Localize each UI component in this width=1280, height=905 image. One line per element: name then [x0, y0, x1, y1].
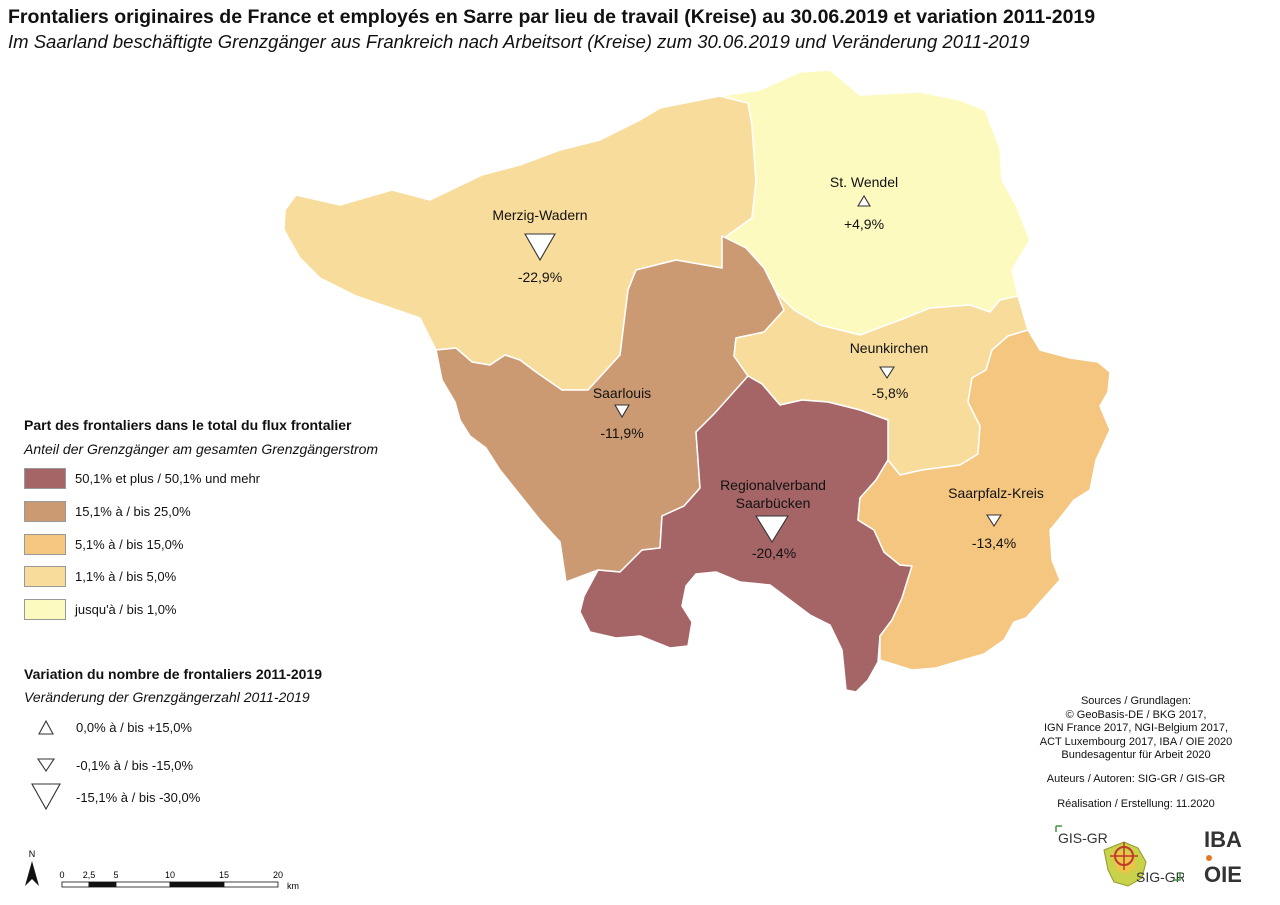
label-saarpfalz-kreis: Saarpfalz-Kreis [948, 485, 1044, 501]
legend-class-4: 1,1% à / bis 5,0% [24, 564, 176, 588]
change-saarbruecken: -20,4% [752, 545, 796, 561]
change-symbol-saarpfalz-kreis [985, 514, 1003, 528]
iba-text: IBA [1204, 827, 1242, 852]
legend-share-subheading: Anteil der Grenzgänger am gesamten Grenz… [24, 441, 379, 457]
map-subtitle: Im Saarland beschäftigte Grenzgänger aus… [8, 31, 1030, 52]
scale-unit: km [287, 881, 299, 891]
legend-swatch [24, 533, 66, 555]
legend-variation-up: 0,0% à / bis +15,0% [26, 718, 192, 738]
label-saarlouis: Saarlouis [593, 385, 651, 401]
legend-class-label: 5,1% à / bis 15,0% [75, 536, 184, 552]
scale-tick: 20 [273, 870, 283, 880]
legend-class-label: 50,1% et plus / 50,1% und mehr [75, 470, 261, 486]
map-title: Frontaliers originaires de France et emp… [8, 6, 1096, 28]
gis-gr-logo: GIS-GR SIG-GR [1055, 825, 1184, 887]
legend-variation-label: -0,1% à / bis -15,0% [76, 758, 194, 773]
scale-bar: N 0 2,5 5 10 15 20 km [25, 849, 299, 891]
logo-dot-icon [1206, 855, 1212, 861]
sig-gr-text: SIG-GR [1136, 869, 1184, 885]
legend-class-1: 50,1% et plus / 50,1% und mehr [24, 466, 260, 490]
legend-class-label: 1,1% à / bis 5,0% [75, 568, 177, 584]
legend-variation-large-down: -15,1% à / bis -30,0% [26, 782, 200, 812]
change-symbol-neunkirchen [878, 366, 896, 380]
legend-class-label: jusqu'à / bis 1,0% [75, 601, 177, 617]
sources-line: ACT Luxembourg 2017, IBA / OIE 2020 [1039, 735, 1233, 748]
change-symbol-st-wendel [857, 194, 871, 207]
label-st-wendel: St. Wendel [830, 174, 898, 190]
authors: Auteurs / Autoren: SIG-GR / GIS-GR [1046, 772, 1226, 785]
oie-text: OIE [1204, 862, 1242, 887]
change-st-wendel: +4,9% [844, 216, 884, 232]
triangle-down-small-icon [36, 758, 56, 772]
change-saarpfalz-kreis: -13,4% [972, 535, 1016, 551]
legend-class-3: 5,1% à / bis 15,0% [24, 532, 183, 556]
north-arrow-icon [25, 861, 39, 886]
legend-variation-label: -15,1% à / bis -30,0% [76, 790, 201, 805]
scale-tick: 10 [165, 870, 175, 880]
change-symbol-saarbruecken [755, 515, 789, 544]
legend-swatch [24, 565, 66, 587]
change-symbol-merzig-wadern [524, 233, 556, 262]
label-neunkirchen: Neunkirchen [850, 340, 929, 356]
north-label: N [29, 849, 36, 859]
change-symbol-saarlouis [614, 404, 630, 419]
realisation: Réalisation / Erstellung: 11.2020 [1057, 798, 1215, 810]
sources-line: © GeoBasis-DE / BKG 2017, [1065, 708, 1207, 721]
label-regionalverband: Regionalverband [720, 477, 826, 493]
region-saarpfalz-kreis[interactable] [857, 329, 1111, 671]
legend-swatch [24, 598, 66, 620]
change-merzig-wadern: -22,9% [518, 269, 562, 285]
legend-variation-subheading: Veränderung der Grenzgängerzahl 2011-201… [24, 689, 310, 705]
label-saarbuecken: Saarbücken [736, 495, 811, 511]
legend-swatch [24, 500, 66, 522]
label-merzig-wadern: Merzig-Wadern [492, 207, 587, 223]
legend-variation-label: 0,0% à / bis +15,0% [76, 720, 192, 735]
change-saarlouis: -11,9% [600, 425, 643, 441]
change-neunkirchen: -5,8% [872, 385, 909, 401]
triangle-up-icon [38, 719, 54, 735]
legend-class-2: 15,1% à / bis 25,0% [24, 499, 191, 523]
scale-tick: 5 [113, 870, 118, 880]
scale-tick: 15 [219, 870, 229, 880]
legend-swatch [24, 467, 66, 489]
gis-gr-text: GIS-GR [1058, 830, 1108, 846]
legend-class-5: jusqu'à / bis 1,0% [24, 597, 177, 621]
legend-variation-heading: Variation du nombre de frontaliers 2011-… [24, 666, 322, 682]
legend-share-heading: Part des frontaliers dans le total du fl… [24, 417, 352, 433]
triangle-down-large-icon [31, 783, 61, 811]
scale-tick: 0 [59, 870, 64, 880]
scale-tick: 2,5 [83, 870, 96, 880]
iba-oie-logo: IBA OIE [1204, 826, 1242, 889]
sources-line: IGN France 2017, NGI-Belgium 2017, [1043, 722, 1229, 734]
legend-class-label: 15,1% à / bis 25,0% [75, 503, 191, 519]
sources-block: Sources / Grundlagen: © GeoBasis-DE / BK… [1006, 695, 1266, 812]
legend-variation-small-down: -0,1% à / bis -15,0% [26, 755, 193, 775]
sources-heading: Sources / Grundlagen: [1080, 695, 1192, 707]
sources-line: Bundesagentur für Arbeit 2020 [1061, 749, 1211, 761]
